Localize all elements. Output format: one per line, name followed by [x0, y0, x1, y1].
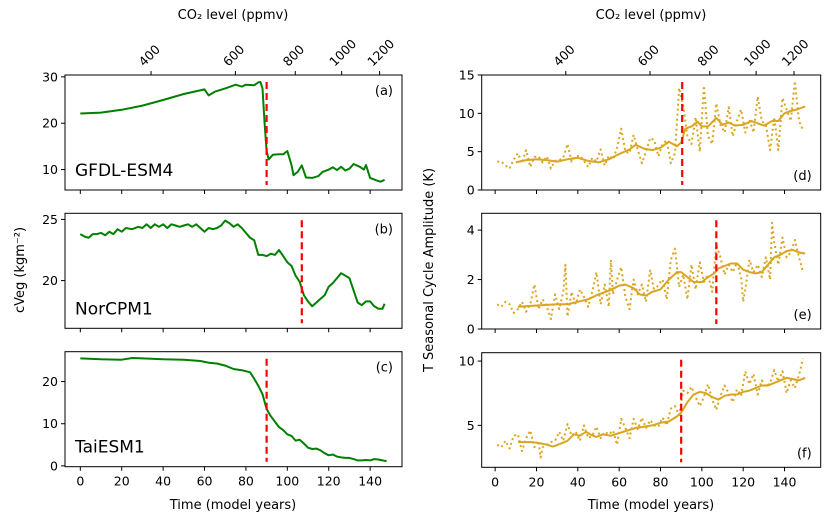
- panel-e: 0 2 4 (e): [467, 212, 822, 337]
- axes-frame: [64, 74, 403, 191]
- y-tick-label: 25: [42, 212, 58, 227]
- co2-tick-label: 1200: [779, 36, 812, 69]
- co2-tick-label: 400: [550, 42, 578, 70]
- panel-label: (a): [375, 84, 393, 99]
- panel-d: 0 5 10 15 400 600 800 1000 1200 (d): [459, 36, 822, 198]
- y-tick-label: 0: [50, 458, 58, 473]
- y-tick-label: 10: [459, 354, 475, 369]
- x-tick-label: 0: [76, 474, 84, 489]
- smoothed-series-line: [79, 219, 386, 310]
- y-tick-label: 5: [467, 418, 475, 433]
- right-y-axis-label: T Seasonal Cycle Amplitude (K): [422, 168, 437, 373]
- y-tick-label: 0: [467, 322, 475, 337]
- x-tick-label: 40: [155, 474, 171, 489]
- x-tick-label: 60: [611, 474, 627, 489]
- y-tick-label: 10: [42, 162, 58, 177]
- x-tick-label: 40: [570, 474, 586, 489]
- x-tick-label: 80: [653, 474, 669, 489]
- right-top-axis-label: CO₂ level (ppmv): [596, 8, 707, 23]
- x-tick-label: 140: [773, 474, 797, 489]
- raw-series-line: [496, 221, 805, 321]
- panel-label: (d): [793, 169, 811, 184]
- raw-series-line: [497, 80, 805, 170]
- axes-frame: [481, 74, 822, 191]
- x-tick-label: 140: [358, 474, 382, 489]
- co2-tick-label: 1000: [741, 36, 774, 69]
- x-tick-label: 0: [491, 474, 499, 489]
- y-tick-label: 0: [467, 183, 475, 198]
- y-tick-label: 30: [42, 69, 58, 84]
- smoothed-series-line: [515, 105, 806, 164]
- smoothed-series-line: [80, 357, 387, 463]
- model-name-label: GFDL-ESM4: [75, 161, 173, 181]
- y-tick-label: 4: [467, 223, 475, 238]
- panel-label: (e): [794, 308, 812, 323]
- left-top-axis-label: CO₂ level (ppmv): [178, 8, 289, 23]
- right-x-axis-label: Time (model years): [587, 498, 714, 513]
- y-tick-label: 5: [467, 144, 475, 159]
- panel-a: 10 20 30 400 600 800 1000 1200 (a) GFDL-ESM4: [42, 36, 403, 194]
- model-name-label: NorCPM1: [75, 299, 153, 319]
- co2-tick-label: 800: [694, 42, 722, 70]
- co2-tick-label: 600: [220, 42, 248, 70]
- axes-frame: [481, 352, 822, 468]
- panel-label: (f): [797, 446, 812, 461]
- y-tick-label: 20: [42, 273, 58, 288]
- axes-frame: [64, 212, 403, 329]
- y-tick-label: 10: [42, 416, 58, 431]
- x-tick-label: 20: [529, 474, 545, 489]
- panel-c: 0 10 20 0 20 40 60 80 100 120 140 (c) TaiESM1: [42, 351, 403, 489]
- y-tick-label: 10: [459, 106, 475, 121]
- model-name-label: TaiESM1: [74, 438, 145, 458]
- raw-series-line: [496, 358, 805, 459]
- axes-frame: [64, 351, 403, 468]
- x-tick-label: 80: [238, 474, 254, 489]
- x-tick-label: 120: [731, 474, 755, 489]
- smoothed-series-line: [80, 81, 386, 183]
- panel-label: (b): [375, 222, 393, 237]
- smoothed-series-line: [517, 376, 806, 448]
- y-tick-label: 20: [42, 374, 58, 389]
- co2-tick-label: 1200: [364, 36, 397, 69]
- left-x-axis-label: Time (model years): [169, 498, 296, 513]
- x-tick-label: 100: [690, 474, 714, 489]
- axes-frame: [481, 212, 822, 330]
- left-y-axis-label: cVeg (kgm⁻²): [13, 227, 28, 313]
- x-tick-label: 60: [197, 474, 213, 489]
- panel-label: (c): [376, 361, 393, 376]
- co2-tick-label: 1000: [326, 36, 359, 69]
- x-tick-label: 20: [114, 474, 130, 489]
- co2-tick-label: 800: [280, 42, 308, 70]
- co2-tick-label: 400: [136, 42, 164, 70]
- y-tick-label: 20: [42, 116, 58, 131]
- y-tick-label: 2: [467, 272, 475, 287]
- co2-tick-label: 600: [635, 42, 663, 70]
- panel-b: 20 25 (b) NorCPM1: [42, 212, 403, 333]
- x-tick-label: 100: [275, 474, 299, 489]
- smoothed-series-line: [517, 248, 806, 308]
- x-tick-label: 120: [317, 474, 341, 489]
- y-tick-label: 15: [459, 68, 475, 83]
